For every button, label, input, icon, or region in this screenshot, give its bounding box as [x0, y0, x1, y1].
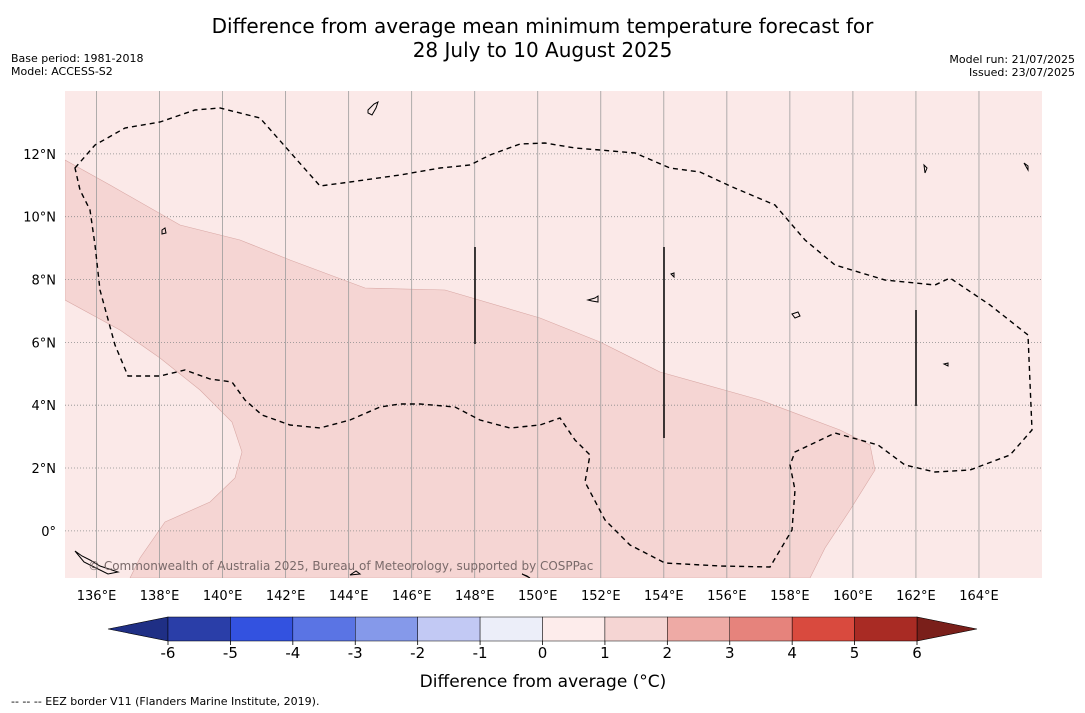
base-period: Base period: 1981-2018	[11, 52, 144, 65]
longitude-tick-label: 164°E	[959, 589, 999, 604]
longitude-tick-label: 158°E	[770, 589, 810, 604]
anomaly-1-to-2-region	[65, 159, 876, 578]
island-outline	[161, 227, 167, 235]
colorbar-tick-label: -6	[161, 644, 176, 662]
eez-boundary	[74, 107, 1033, 568]
longitude-tick-label: 146°E	[392, 589, 432, 604]
latitude-tick-label: 2°N	[32, 462, 57, 477]
colorbar-tick-label: 0	[538, 644, 548, 662]
colorbar-tick-label: -1	[473, 644, 488, 662]
longitude-tick-label: 138°E	[140, 589, 180, 604]
island-outline	[74, 550, 120, 575]
colorbar-tick-label: -4	[285, 644, 300, 662]
longitude-tick-label: 152°E	[581, 589, 621, 604]
longitude-tick-label: 144°E	[329, 589, 369, 604]
longitude-tick-label: 160°E	[833, 589, 873, 604]
title-line-2: 28 July to 10 August 2025	[412, 38, 673, 62]
colorbar-tick-label: -3	[348, 644, 363, 662]
colorbar-under-arrow	[107, 616, 169, 642]
longitude-tick-label: 154°E	[644, 589, 684, 604]
model-run-date: Model run: 21/07/2025	[949, 53, 1075, 66]
longitude-labels: 136°E 138°E 140°E 142°E 144°E 146°E 148°E 150°E…	[77, 589, 999, 604]
map-area: © Commonwealth of Australia 2025, Bureau…	[65, 91, 1042, 578]
colorbar-tick-label: 3	[725, 644, 735, 662]
colorbar-tick-label: -5	[223, 644, 238, 662]
longitude-tick-label: 136°E	[77, 589, 117, 604]
map-artifact-lines	[474, 247, 917, 438]
island-outline	[942, 362, 949, 367]
colorbar-tick-label: 4	[787, 644, 797, 662]
colorbar-title: Difference from average (°C)	[420, 672, 667, 692]
longitude-tick-label: 148°E	[455, 589, 495, 604]
colorbar-over-arrow	[916, 616, 978, 642]
longitude-tick-label: 150°E	[518, 589, 558, 604]
colorbar-segment	[355, 616, 418, 642]
colorbar-segment	[417, 616, 481, 642]
island-outline	[1023, 162, 1029, 172]
island-outline	[670, 272, 675, 279]
model-name: Model: ACCESS-S2	[11, 65, 113, 78]
island-outline	[349, 570, 362, 576]
colorbar-tick-label: 1	[600, 644, 610, 662]
colorbar-segment	[230, 616, 294, 642]
colorbar-segment	[479, 616, 543, 642]
map-title: Difference from average mean minimum tem…	[0, 14, 1085, 62]
land-outlines	[74, 101, 1029, 578]
colorbar-segment	[854, 616, 918, 642]
colorbar-segment	[729, 616, 793, 642]
colorbar-segment	[604, 616, 668, 642]
colorbar-segment	[542, 616, 606, 642]
colorbar-segment	[167, 616, 231, 642]
colorbar-tick-label: 5	[850, 644, 860, 662]
colorbar: -6 -5 -4 -3 -2 -1 0 1 2 3 4 5 6	[107, 616, 978, 662]
colorbar-tick-label: -2	[410, 644, 425, 662]
colorbar-tick-label: 2	[663, 644, 673, 662]
island-outline	[586, 295, 599, 303]
colorbar-tick-label: 6	[912, 644, 922, 662]
colorbar-segment	[667, 616, 730, 642]
island-outline	[791, 311, 801, 319]
latitude-labels: 0° 2°N 4°N 6°N 8°N 10°N 12°N	[23, 148, 56, 540]
latitude-tick-label: 12°N	[23, 148, 56, 163]
base-period-info: Base period: 1981-2018 Model: ACCESS-S2	[11, 52, 143, 78]
latitude-tick-label: 8°N	[32, 274, 57, 289]
issued-date: Issued: 23/07/2025	[968, 66, 1075, 79]
eez-legend-note: -- -- -- EEZ border V11 (Flanders Marine…	[11, 695, 320, 708]
colorbar-segment	[292, 616, 356, 642]
copyright-notice: © Commonwealth of Australia 2025, Bureau…	[88, 559, 593, 573]
island-outline	[923, 163, 928, 174]
latitude-tick-label: 0°	[41, 525, 56, 540]
model-run-info: Model run: 21/07/2025 Issued: 23/07/2025	[949, 53, 1075, 79]
longitude-tick-label: 162°E	[896, 589, 936, 604]
colorbar-segment	[791, 616, 855, 642]
latitude-tick-label: 4°N	[32, 399, 57, 414]
latitude-tick-label: 6°N	[32, 336, 57, 351]
latitude-tick-label: 10°N	[23, 211, 56, 226]
longitude-tick-label: 156°E	[707, 589, 747, 604]
island-outline	[521, 573, 531, 578]
longitude-tick-label: 140°E	[203, 589, 243, 604]
longitude-tick-label: 142°E	[266, 589, 306, 604]
eez-boundary-north	[74, 107, 1033, 568]
title-line-1: Difference from average mean minimum tem…	[211, 14, 874, 38]
island-outline	[367, 101, 379, 116]
